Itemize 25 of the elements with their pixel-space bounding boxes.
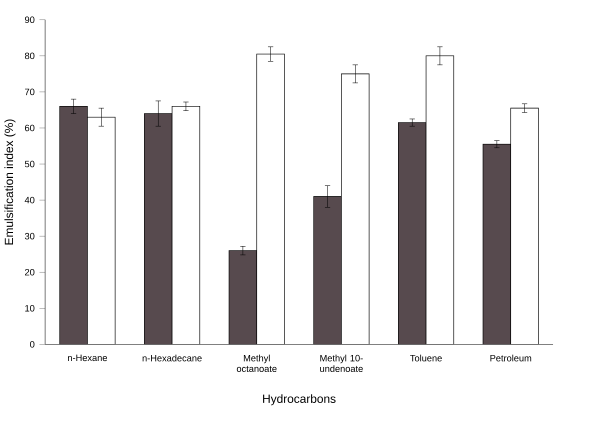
y-tick-label: 60 xyxy=(25,124,34,132)
bar xyxy=(228,250,258,345)
y-tick-label: 10 xyxy=(25,305,34,312)
x-tick-label: Methyl octanoate xyxy=(236,354,277,372)
y-axis-title: Emulsification index (%) xyxy=(4,120,16,245)
bar xyxy=(59,106,88,345)
y-tick-label: 30 xyxy=(24,233,34,240)
y-tick-label: 50 xyxy=(24,161,34,168)
y-tick-label: 0 xyxy=(30,341,34,348)
bar xyxy=(313,196,342,345)
x-tick-label: n-Hexane xyxy=(68,354,108,362)
y-tick-label: 70 xyxy=(25,88,34,96)
x-axis-title: Hydrocarbons xyxy=(263,394,336,406)
x-tick-label: Toluene xyxy=(410,354,442,362)
y-tick-label: 40 xyxy=(24,197,34,204)
x-tick-label: n-Hexadecane xyxy=(142,354,202,362)
y-tick-label: 90 xyxy=(24,16,34,24)
bar xyxy=(398,122,426,345)
y-tick-label: 20 xyxy=(24,269,34,276)
x-tick-label: Petroleum xyxy=(490,354,532,362)
bar xyxy=(482,144,512,345)
bar xyxy=(144,113,172,345)
x-tick-label: Methyl 10-undenoate xyxy=(320,354,363,372)
y-tick-label: 80 xyxy=(24,52,34,60)
bar xyxy=(87,117,116,345)
